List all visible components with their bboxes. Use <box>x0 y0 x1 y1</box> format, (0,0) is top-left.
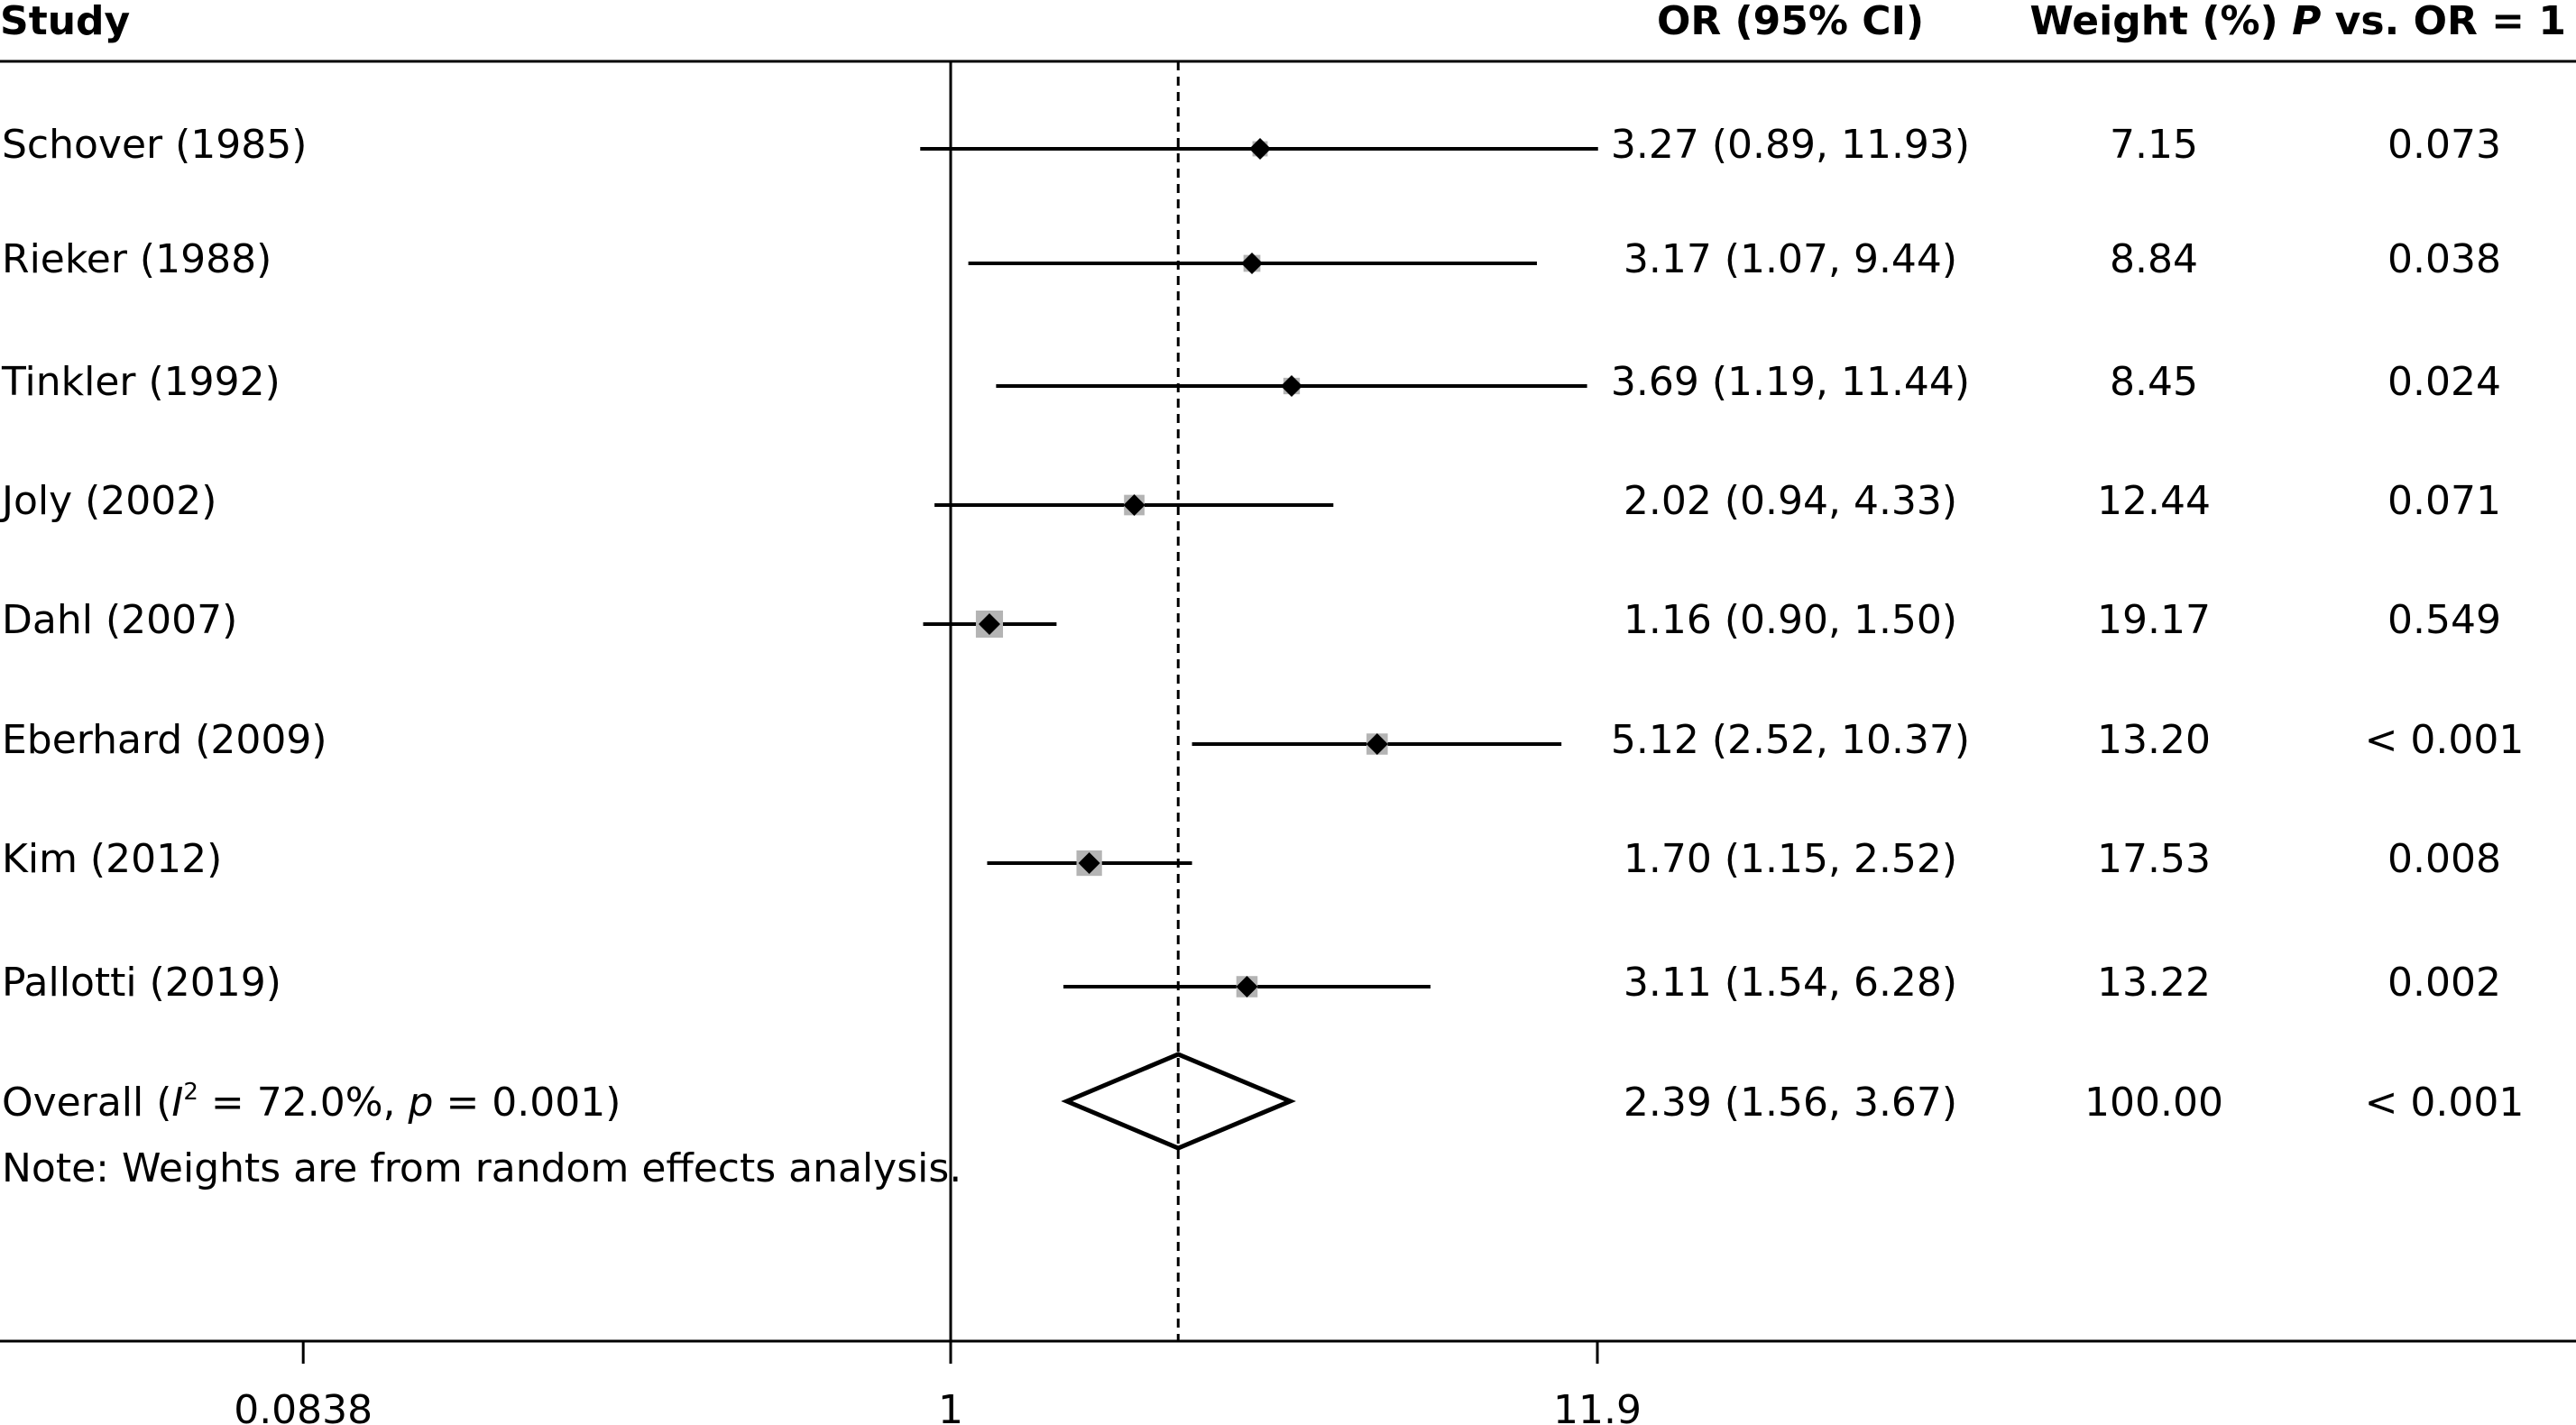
row-8-weight: 13.22 <box>2097 960 2211 1006</box>
row-7-p-value: 0.008 <box>2387 836 2501 882</box>
overall-label-pre: Overall ( <box>2 1080 171 1126</box>
overall-diamond <box>1061 1052 1296 1151</box>
row-2-point-marker <box>1241 253 1264 274</box>
row-4-point-marker <box>1123 494 1145 516</box>
overall-weight: 100.00 <box>2084 1080 2223 1126</box>
row-4-or-ci: 2.02 (0.94, 4.33) <box>1624 478 1957 524</box>
header-or-ci: OR (95% CI) <box>1657 0 1924 44</box>
row-5-p-value: 0.549 <box>2387 597 2501 643</box>
row-4-weight: 12.44 <box>2097 478 2211 524</box>
overall-label-mid: = 72.0%, <box>198 1080 409 1126</box>
x-tick-label-1: 0.0838 <box>234 1387 373 1425</box>
row-1-study: Schover (1985) <box>2 122 307 168</box>
row-3-point-marker <box>1281 375 1303 397</box>
row-2-study: Rieker (1988) <box>2 236 271 282</box>
row-1-p-value: 0.073 <box>2387 122 2501 168</box>
row-1-or-ci: 3.27 (0.89, 11.93) <box>1611 122 1970 168</box>
row-8-p-value: 0.002 <box>2387 960 2501 1006</box>
row-6-or-ci: 5.12 (2.52, 10.37) <box>1611 717 1970 763</box>
row-3-p-value: 0.024 <box>2387 359 2501 405</box>
row-6-weight: 13.20 <box>2097 717 2211 763</box>
header-p-value: P vs. OR = 1 <box>2292 0 2566 44</box>
row-4-p-value: 0.071 <box>2387 478 2501 524</box>
row-7-study: Kim (2012) <box>2 836 222 882</box>
row-6-p-value: < 0.001 <box>2365 717 2525 763</box>
row-6-study: Eberhard (2009) <box>2 717 327 763</box>
overall-label-post: = 0.001) <box>433 1080 621 1126</box>
row-7-weight: 17.53 <box>2097 836 2211 882</box>
row-3-weight: 8.45 <box>2110 359 2198 405</box>
row-3-study: Tinkler (1992) <box>1 359 281 405</box>
row-4-study: Joly (2002) <box>0 478 216 524</box>
row-8-point-marker <box>1236 976 1258 998</box>
row-2-weight: 8.84 <box>2110 236 2198 282</box>
header-study: Study <box>0 0 130 44</box>
row-2-or-ci: 3.17 (1.07, 9.44) <box>1624 236 1957 282</box>
overall-i-superscript: 2 <box>183 1079 198 1106</box>
row-1-weight: 7.15 <box>2110 122 2198 168</box>
overall-or-ci: 2.39 (1.56, 3.67) <box>1624 1080 1957 1126</box>
row-5-study: Dahl (2007) <box>2 597 237 643</box>
overall-label: Overall (I2 = 72.0%, p = 0.001) <box>2 1079 621 1126</box>
note-text: Note: Weights are from random effects an… <box>2 1145 961 1191</box>
row-3-or-ci: 3.69 (1.19, 11.44) <box>1611 359 1970 405</box>
header-p-symbol: P <box>2292 0 2321 44</box>
header-p-rest: vs. OR = 1 <box>2321 0 2566 44</box>
x-tick-label-3: 11.9 <box>1553 1387 1642 1425</box>
overall-i-symbol: I <box>171 1080 183 1126</box>
row-8-study: Pallotti (2019) <box>2 960 281 1006</box>
overall-p-value: < 0.001 <box>2365 1080 2525 1126</box>
row-5-weight: 19.17 <box>2097 597 2211 643</box>
row-5-point-marker <box>978 613 1000 635</box>
row-8-or-ci: 3.11 (1.54, 6.28) <box>1624 960 1957 1006</box>
row-7-or-ci: 1.70 (1.15, 2.52) <box>1624 836 1957 882</box>
row-2-p-value: 0.038 <box>2387 236 2501 282</box>
row-6-point-marker <box>1366 733 1388 755</box>
row-1-point-marker <box>1249 138 1272 160</box>
x-tick-label-2: 1 <box>938 1387 963 1425</box>
overall-p-symbol: p <box>408 1080 434 1126</box>
header-weight: Weight (%) <box>2029 0 2277 44</box>
row-5-or-ci: 1.16 (0.90, 1.50) <box>1624 597 1957 643</box>
row-7-point-marker <box>1078 852 1100 874</box>
